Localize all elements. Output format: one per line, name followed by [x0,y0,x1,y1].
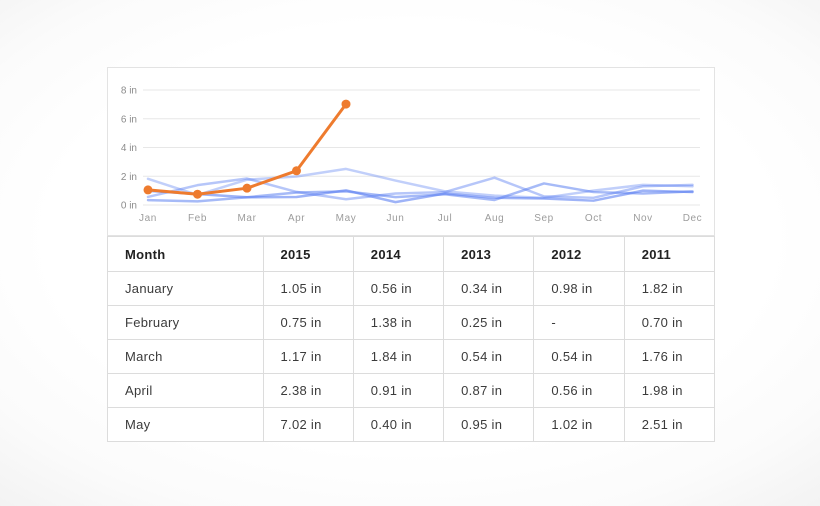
series-point-2015 [143,185,153,195]
x-axis-month-label: Apr [288,213,305,224]
rainfall-table: Month 2015 2014 2013 2012 2011 January 1.05 in… [107,236,716,442]
series-point-2015 [242,183,252,193]
column-header: 2013 [443,236,535,272]
value-cell: 0.75 in [262,305,354,340]
value-cell: 1.84 in [352,339,445,374]
value-cell: 0.54 in [443,339,535,374]
y-axis-tick-label: 2 in [121,172,137,183]
series-line-2011 [146,167,694,200]
value-cell: 0.40 in [352,407,445,442]
month-cell: April [107,373,264,408]
value-cell: 1.38 in [352,305,445,340]
table-panel: Month 2015 2014 2013 2012 2011 January 1.05 in… [107,236,716,442]
value-cell: 0.56 in [533,373,625,408]
x-axis-month-label: Aug [485,213,505,224]
value-cell: 0.54 in [533,339,625,374]
value-cell: 0.70 in [623,305,716,340]
x-axis-month-label: Dec [683,213,703,224]
column-header: 2012 [533,236,625,272]
month-cell: January [107,271,264,306]
value-cell: 2.38 in [262,373,354,408]
column-header: 2011 [623,236,716,272]
table-row: January 1.05 in 0.56 in 0.34 in 0.98 in 1.82 … [107,271,716,306]
y-axis-tick-label: 8 in [121,86,137,97]
value-cell: 1.05 in [262,271,354,306]
value-cell: 0.25 in [443,305,535,340]
value-cell: 0.95 in [443,407,535,442]
table-row: February 0.75 in 1.38 in 0.25 in -0.70 in [107,305,716,340]
value-cell: 0.87 in [443,373,535,408]
x-axis-month-label: Jul [438,213,453,224]
table-row: May 7.02 in 0.40 in 0.95 in 1.02 in 2.51 in [107,407,716,442]
column-header: 2014 [352,236,445,272]
x-axis-month-label: Jun [387,213,405,224]
value-cell: 1.82 in [623,271,716,306]
value-cell: - [533,305,625,340]
x-axis-month-label: Mar [237,213,256,224]
x-axis-month-label: Oct [585,213,602,224]
value-cell: 1.02 in [533,407,625,442]
month-cell: March [107,339,264,374]
chart-panel: 0 in 2 in 4 in 6 in 8 in Jan Feb Mar Apr May Jun Ju… [107,67,715,236]
month-cell: May [107,407,264,442]
value-cell: 0.91 in [352,373,445,408]
x-axis-month-label: Nov [633,213,653,224]
series-point-2015 [341,99,351,109]
month-cell: February [107,305,264,340]
value-cell: 2.51 in [623,407,716,442]
y-axis-tick-label: 6 in [121,114,137,125]
series-point-2015 [193,189,202,199]
value-cell: 0.98 in [533,271,625,306]
x-axis-month-label: May [336,213,357,224]
y-axis-tick-label: 0 in [121,201,137,212]
column-header: 2015 [262,236,354,272]
series-line-2012 [146,189,694,204]
value-cell: 1.76 in [623,339,716,374]
y-axis-tick-label: 4 in [121,143,137,154]
table-row: April 2.38 in 0.91 in 0.87 in 0.56 in 1.98 in [107,373,716,408]
x-axis-month-label: Sep [534,213,554,224]
series-point-2015 [292,166,301,176]
table-row: March 1.17 in 1.84 in 0.54 in 0.54 in 1.76 in [107,339,716,374]
value-cell: 0.34 in [443,271,535,306]
value-cell: 0.56 in [352,271,445,306]
value-cell: 7.02 in [262,407,354,442]
table-header-row: Month 2015 2014 2013 2012 2011 [107,236,716,272]
x-axis-month-label: Feb [188,213,207,224]
rainfall-line-chart: 0 in 2 in 4 in 6 in 8 in Jan Feb Mar Apr May Jun Ju… [121,86,703,225]
value-cell: 1.17 in [262,339,354,374]
column-header: Month [107,236,264,272]
series-line-2014 [146,176,694,201]
x-axis-month-label: Jan [139,213,157,224]
value-cell: 1.98 in [623,373,716,408]
